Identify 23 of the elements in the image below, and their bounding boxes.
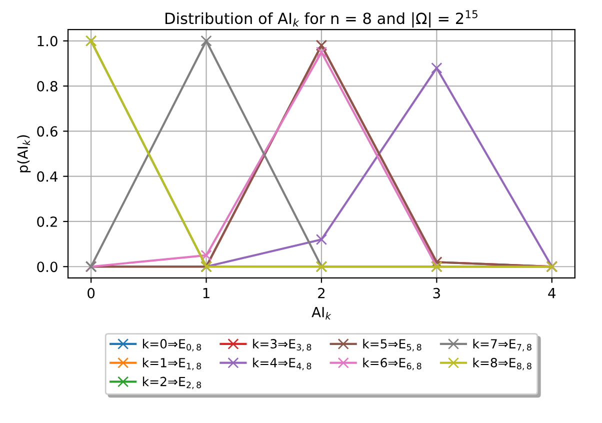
legend-label: k=3⇒E$_{3,8}$ <box>253 338 312 352</box>
y-tick-label: 1.0 <box>38 36 58 46</box>
y-tick-label: 0.6 <box>37 126 58 137</box>
x-tick-label: 2 <box>318 288 324 298</box>
y-axis-title: p(AI$_{k}$) <box>17 135 31 172</box>
legend-label: k=5⇒E$_{5,8}$ <box>363 338 422 352</box>
y-tick-label: 0.4 <box>37 171 58 182</box>
legend-label: k=6⇒E$_{6,8}$ <box>363 358 422 370</box>
y-tick-label: 0.2 <box>37 216 57 227</box>
legend-label: k=8⇒E$_{8,8}$ <box>473 358 532 370</box>
legend-label: k=4⇒E$_{4,8}$ <box>253 358 312 370</box>
x-tick-label: 4 <box>548 288 556 298</box>
y-tick-label: 0.0 <box>37 262 58 272</box>
x-tick-label: 0 <box>88 288 95 298</box>
legend-label: k=1⇒E$_{1,8}$ <box>142 358 202 370</box>
legend-label: k=2⇒E$_{2,8}$ <box>142 376 202 390</box>
legend-label: k=0⇒E$_{0,8}$ <box>142 338 202 352</box>
legend-label: k=7⇒E$_{7,8}$ <box>473 338 532 352</box>
chart-title: Distribution of AI$_{k}$ for n = 8 and |Ω| = 2$^{15}$ <box>166 10 478 28</box>
y-tick-label: 0.8 <box>37 81 58 92</box>
x-tick-label: 1 <box>203 288 210 298</box>
x-tick-label: 3 <box>433 288 440 298</box>
x-axis-title: AI$_{k}$ <box>312 307 332 320</box>
